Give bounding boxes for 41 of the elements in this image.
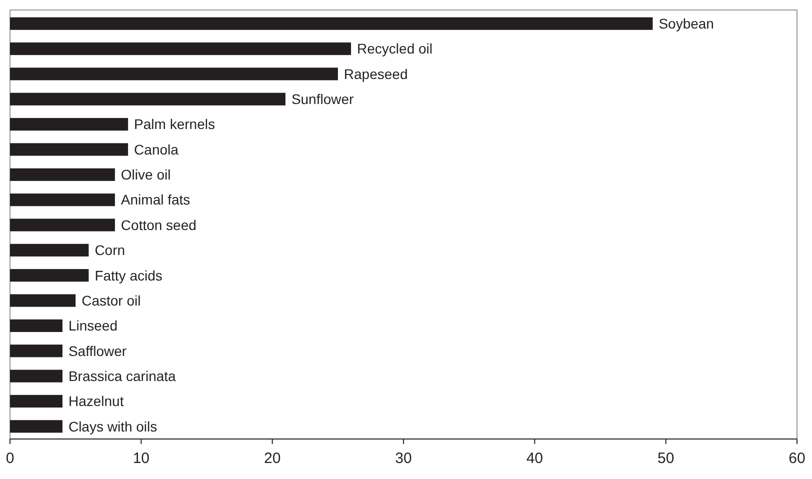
bar [10,370,62,382]
bar [10,68,338,80]
bar [10,168,115,181]
bar [10,269,89,282]
bar [10,42,352,56]
y-tick-label: Canola [134,141,179,158]
bar [10,118,128,131]
x-tick-label: 40 [526,450,544,467]
y-tick-label: Fatty acids [94,267,162,284]
y-tick-label: Recycled oil [357,40,433,57]
x-tick-label: 60 [788,450,806,467]
bar [10,143,128,156]
y-tick-label: Safflower [68,342,127,359]
bar [10,17,653,30]
y-tick-label: Linseed [68,318,118,334]
bar [10,394,62,408]
bar [10,420,62,433]
bar [10,294,76,307]
y-tick-label: Cotton seed [120,216,196,233]
bar [10,218,115,232]
x-tick-label: 10 [132,450,150,467]
bar [10,244,89,256]
x-tick-label: 30 [395,450,412,467]
y-tick-label: Corn [94,242,126,258]
bar [10,319,62,332]
y-tick-label: Sunflower [291,91,354,108]
y-tick-label: Castor oil [82,292,141,308]
y-tick-label: Clays with oils [68,418,158,434]
y-tick-label: Soybean [658,15,714,32]
x-tick-label: 0 [6,450,14,467]
bar [10,92,286,106]
y-tick-label: Olive oil [120,166,171,183]
bar [10,194,115,206]
y-tick-label: Palm kernels [134,116,215,132]
y-tick-label: Hazelnut [68,393,124,410]
bar [10,344,62,358]
x-tick-label: 20 [264,450,281,467]
y-tick-label: Rapeseed [344,66,408,82]
x-tick-label: 50 [657,450,674,467]
y-tick-label: Animal fats [120,192,190,208]
y-tick-label: Brassica carinata [68,368,176,384]
